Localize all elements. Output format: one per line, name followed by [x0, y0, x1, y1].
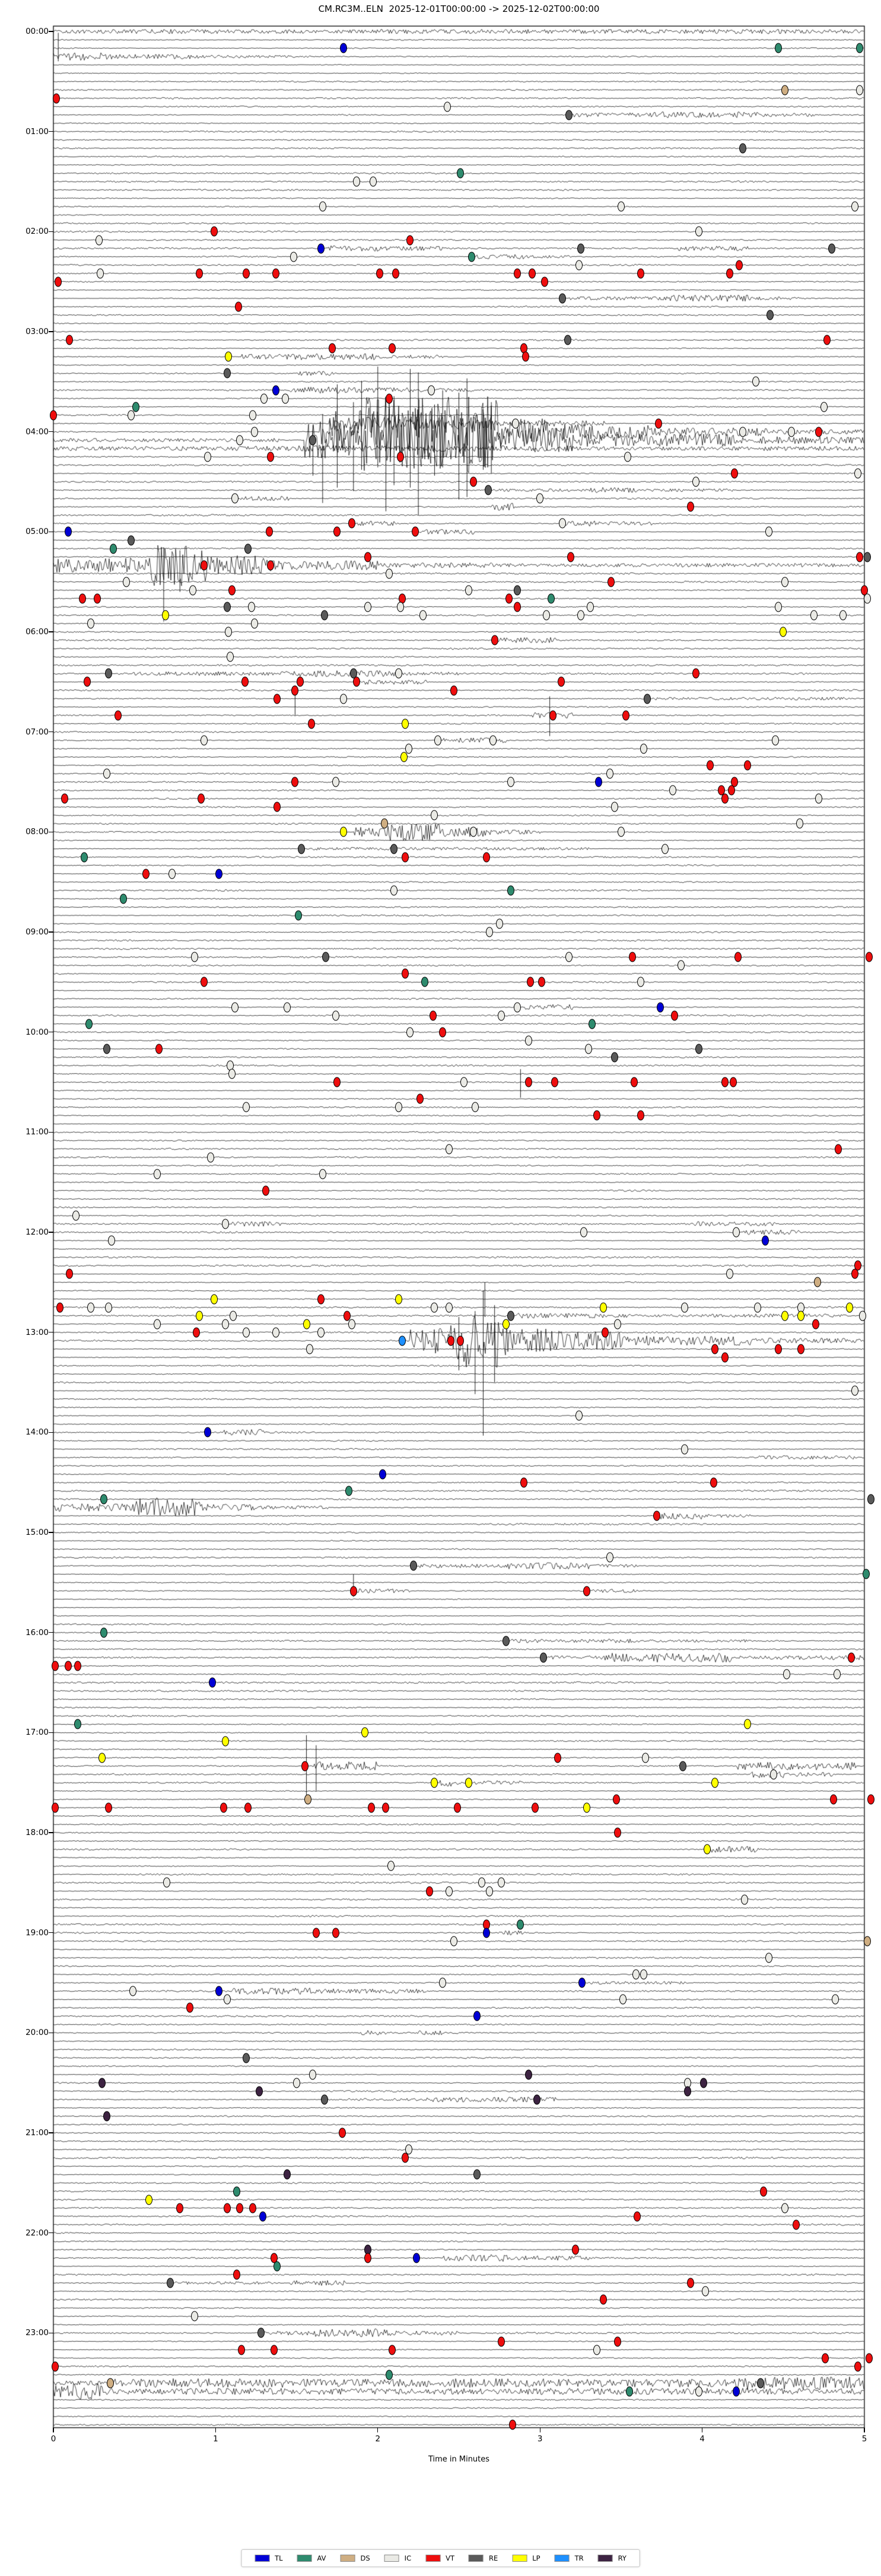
legend-swatch-lp [512, 2555, 527, 2562]
legend-item-ry: RY [597, 2554, 626, 2562]
legend-item-label: IC [404, 2554, 412, 2562]
legend-item-ic: IC [384, 2554, 411, 2562]
legend-item-label: VT [446, 2554, 455, 2562]
legend-swatch-ry [597, 2555, 613, 2562]
legend-item-label: RE [489, 2554, 498, 2562]
legend-item-label: TL [275, 2554, 283, 2562]
legend-item-label: RY [618, 2554, 626, 2562]
legend-item-label: LP [532, 2554, 540, 2562]
legend-swatch-vt [425, 2555, 441, 2562]
legend-item-re: RE [469, 2554, 498, 2562]
legend-swatch-ic [384, 2555, 399, 2562]
legend-swatch-tr [554, 2555, 570, 2562]
legend-item-label: DS [360, 2554, 370, 2562]
legend-item-label: AV [317, 2554, 326, 2562]
legend-swatch-av [297, 2555, 312, 2562]
legend-item-tr: TR [554, 2554, 584, 2562]
legend-item-tl: TL [255, 2554, 283, 2562]
legend: TL AV DS IC VT RE LP TR RY [241, 2549, 640, 2567]
x-axis-title: Time in Minutes [428, 2455, 490, 2464]
legend-swatch-ds [340, 2555, 355, 2562]
legend-item-vt: VT [425, 2554, 454, 2562]
legend-item-lp: LP [512, 2554, 540, 2562]
legend-item-av: AV [297, 2554, 326, 2562]
legend-item-label: TR [574, 2554, 584, 2562]
legend-item-ds: DS [340, 2554, 370, 2562]
legend-swatch-tl [255, 2555, 270, 2562]
legend-swatch-re [469, 2555, 484, 2562]
